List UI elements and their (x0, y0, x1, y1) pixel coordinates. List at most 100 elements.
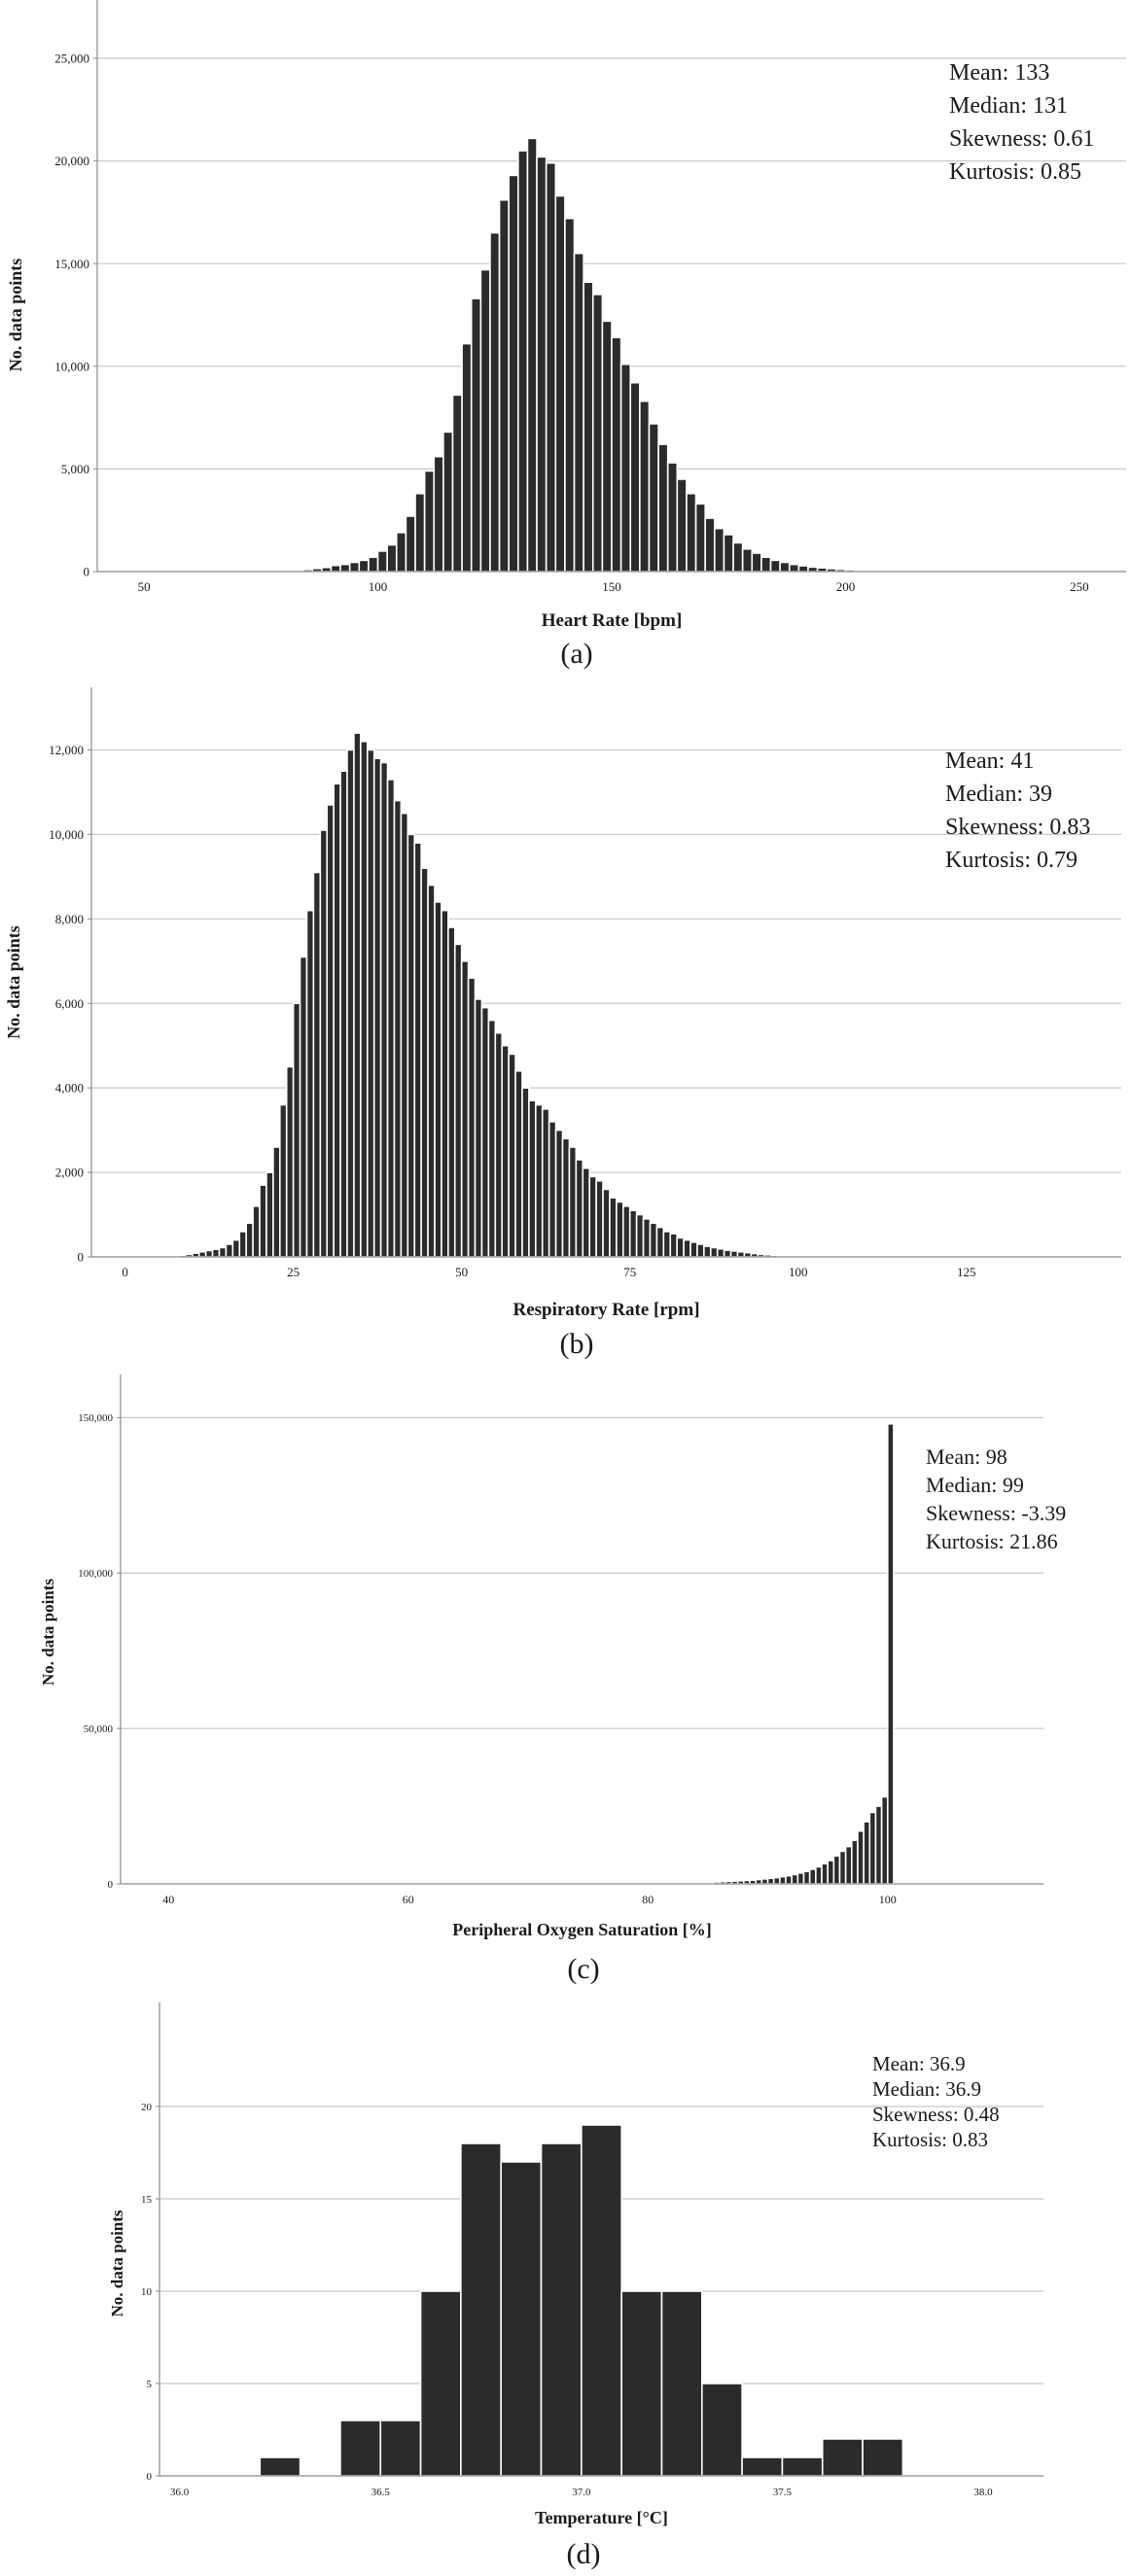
histogram-bar (851, 1839, 859, 1885)
histogram-bar (700, 2383, 743, 2477)
histogram-bar (414, 492, 426, 573)
histogram-bar (561, 1137, 571, 1258)
stats-line: Skewness: 0.48 (872, 2103, 1000, 2126)
histogram-bar (704, 517, 716, 573)
histogram-bar (487, 1019, 497, 1258)
histogram-bar (862, 2438, 904, 2477)
histogram-bar (434, 901, 442, 1258)
histogram-bar (451, 394, 463, 573)
histogram-bar (791, 1873, 799, 1885)
histogram-bar (498, 198, 511, 573)
chart-panel-c: 0 50,000 100,000 150,000 40 60 80 100 Peripheral… (39, 1375, 1066, 1985)
histogram-bar (827, 1860, 835, 1885)
histogram-bar (772, 1876, 781, 1885)
y-tick-label: 150,000 (78, 1412, 113, 1424)
histogram-bar (305, 909, 315, 1258)
histogram-bar (683, 1238, 691, 1258)
histogram-bar (368, 556, 379, 573)
histogram-bar (470, 297, 482, 573)
x-tick-label: 50 (138, 579, 151, 594)
histogram-bar (649, 1222, 658, 1258)
x-tick-label: 40 (162, 1893, 174, 1906)
stats-line: Median: 99 (926, 1473, 1024, 1497)
histogram-bar (204, 1249, 214, 1258)
y-axis-label: No. data points (108, 2210, 126, 2316)
histogram-bar (372, 757, 382, 1258)
histogram-bar (660, 2290, 703, 2477)
histogram-bar (413, 842, 422, 1258)
histogram-bar (629, 381, 641, 573)
histogram-bar (500, 2161, 543, 2477)
x-tick-label: 100 (879, 1893, 897, 1906)
stats-line: Skewness: -3.39 (926, 1501, 1066, 1525)
histogram-bar (723, 534, 734, 573)
x-tick-label: 80 (642, 1893, 654, 1906)
histogram-bar (657, 443, 669, 573)
histogram-bar (886, 1422, 895, 1885)
histogram-bar (582, 1166, 590, 1258)
histogram-bar (583, 281, 594, 573)
chart-panel-b: 0 2,000 4,000 6,000 8,000 10,000 12,000 0 25 50 75… (4, 687, 1121, 1360)
histogram-bar (729, 1250, 739, 1258)
histogram-bar (508, 1053, 516, 1258)
histogram-bar (419, 2290, 462, 2477)
histogram-bar (635, 1213, 645, 1258)
histogram-bar (379, 2419, 422, 2477)
histogram-bar (514, 1069, 523, 1258)
y-tick-label: 100,000 (78, 1568, 113, 1580)
histogram-bar (832, 1855, 841, 1885)
histogram-bar (802, 1870, 811, 1885)
histogram-bar (265, 1171, 274, 1258)
y-tick-label: 20 (141, 2102, 153, 2113)
stats-line: Kurtosis: 0.85 (949, 159, 1081, 185)
x-axis-label: Peripheral Oxygen Saturation [%] (452, 1920, 711, 1939)
histogram-bar (591, 294, 604, 573)
histogram-bar (554, 1129, 564, 1258)
histogram-bar (339, 2419, 382, 2477)
x-tick-label: 37.0 (572, 2487, 591, 2498)
x-tick-label: 200 (836, 579, 856, 594)
x-tick-label: 50 (455, 1265, 468, 1279)
histogram-bar (595, 1179, 604, 1258)
histogram-bar (766, 1877, 775, 1885)
x-tick-label: 36.5 (371, 2487, 391, 2498)
histogram-bar (857, 1829, 865, 1885)
histogram-bar (339, 563, 351, 573)
histogram-bar (321, 566, 333, 573)
stats-line: Skewness: 0.61 (949, 126, 1094, 152)
histogram-bar (225, 1243, 234, 1258)
histogram-bar (696, 1243, 705, 1258)
histogram-bar (676, 1236, 685, 1258)
histogram-bar (460, 2142, 503, 2477)
y-tick-label: 12,000 (49, 743, 84, 757)
x-tick-label: 37.5 (773, 2487, 793, 2498)
histogram-bar (548, 1121, 557, 1258)
x-tick-label: 25 (287, 1265, 300, 1279)
histogram-bar (609, 1197, 618, 1258)
histogram-bar (769, 559, 781, 573)
histogram-bar (808, 1868, 817, 1885)
histogram-bar (517, 150, 529, 573)
stats-line: Skewness: 0.83 (945, 815, 1090, 840)
histogram-bar (751, 552, 762, 573)
panel-caption: (c) (567, 1953, 599, 1985)
histogram-bar (238, 1231, 247, 1258)
histogram-bar (252, 1205, 261, 1258)
histogram-bar (521, 1087, 530, 1258)
y-axis-label: No. data points (39, 1579, 57, 1686)
histogram-bar (312, 871, 322, 1258)
histogram-bar (245, 1222, 254, 1258)
histogram-bar (259, 1184, 267, 1258)
histogram-bar (536, 156, 548, 573)
histogram-bar (868, 1811, 877, 1885)
y-tick-label: 5,000 (61, 462, 89, 476)
histogram-bar (231, 1238, 241, 1258)
histogram-bar (479, 268, 491, 573)
histogram-bar (393, 799, 403, 1258)
histogram-bar (326, 804, 335, 1258)
panel-caption: (a) (560, 638, 592, 670)
y-tick-label: 10,000 (49, 827, 84, 842)
histogram-bar (360, 740, 369, 1258)
x-axis-label: Respiratory Rate [rpm] (512, 1300, 699, 1320)
histogram-bar (423, 470, 436, 573)
